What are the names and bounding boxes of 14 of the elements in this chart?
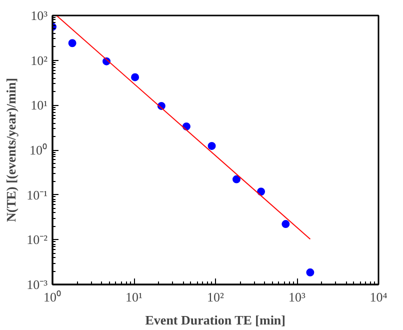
x-tick-label: 10³ xyxy=(288,290,306,304)
x-axis-title: Event Duration TE [min] xyxy=(145,312,286,328)
y-tick-label: 10³ xyxy=(30,8,48,23)
y-axis-title: N(TE) [(events/year)/min] xyxy=(4,78,19,222)
y-tick-label: 10⁻³ xyxy=(26,277,48,292)
y-tick-label: 10⁻² xyxy=(26,232,48,248)
y-tick-label: 10² xyxy=(30,52,48,68)
y-tick-label: 10¹ xyxy=(30,98,48,113)
x-tick-label: 10¹ xyxy=(126,290,143,304)
x-tick-label: 10⁰ xyxy=(44,290,62,304)
x-tick-label: 10⁴ xyxy=(370,290,388,304)
y-tick-label: 10⁻¹ xyxy=(26,187,48,202)
y-tick-label: 10⁰ xyxy=(30,142,48,158)
x-tick-label: 10² xyxy=(207,290,224,304)
